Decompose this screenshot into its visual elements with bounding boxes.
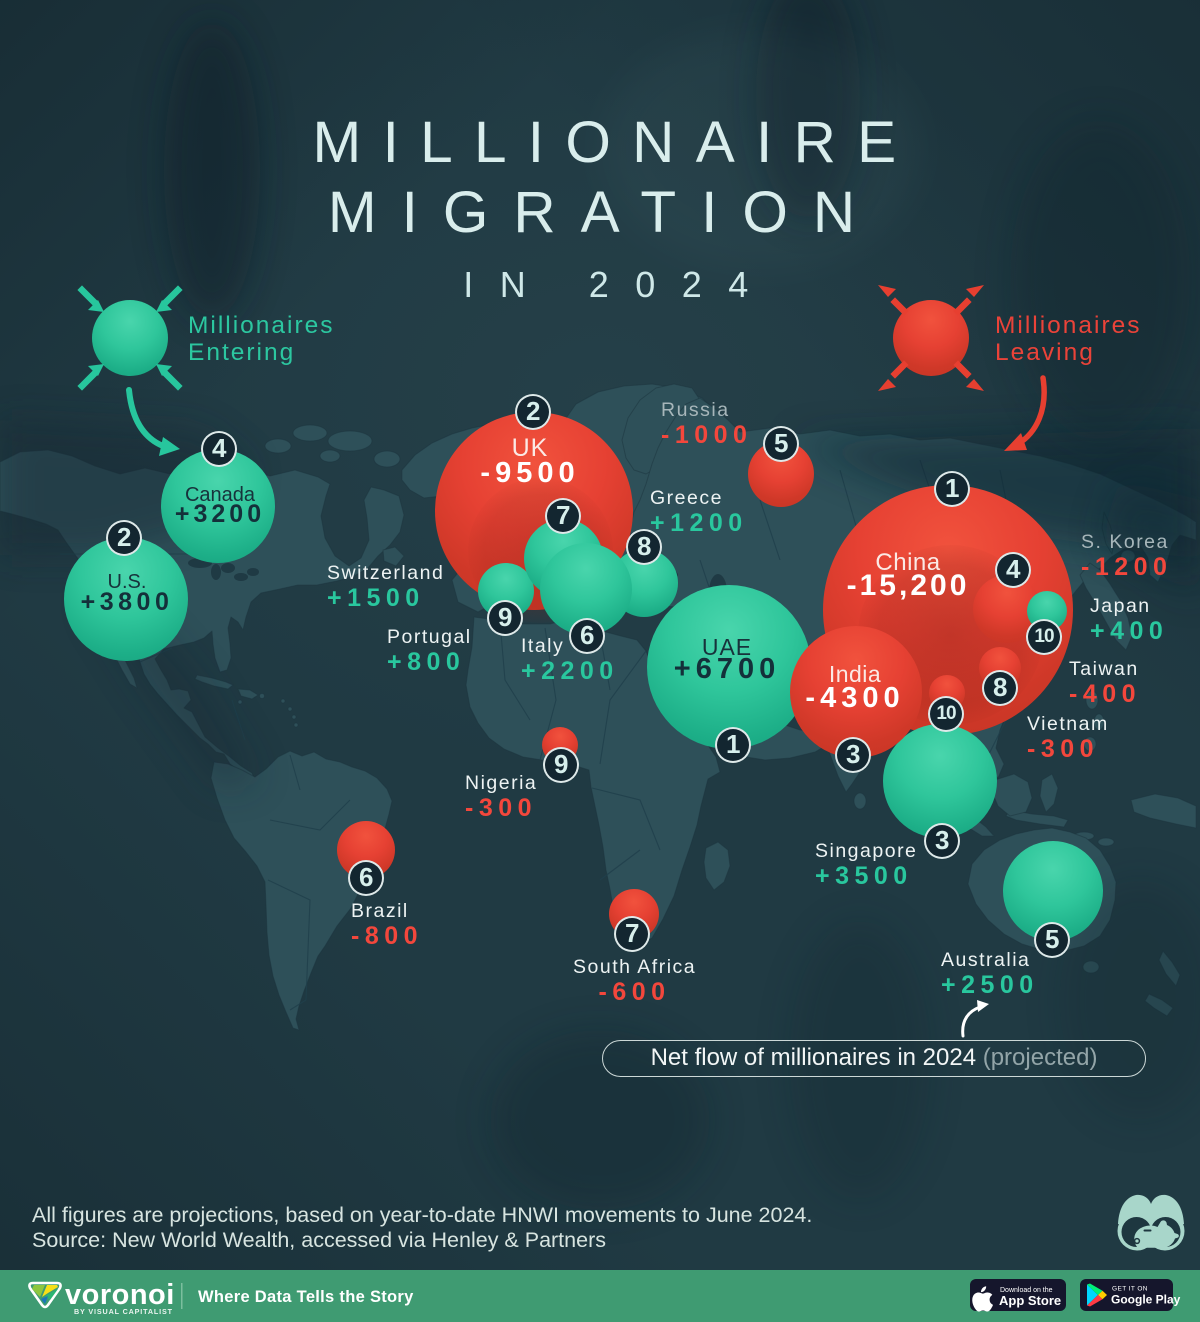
svg-text:Where Data Tells the Story: Where Data Tells the Story [198,1288,414,1306]
svg-text:BY VISUAL CAPITALIST: BY VISUAL CAPITALIST [74,1307,173,1316]
svg-text:GET IT ON: GET IT ON [1112,1286,1148,1293]
svg-text:Google Play: Google Play [1111,1293,1181,1307]
svg-text:voronoi: voronoi [65,1279,175,1311]
svg-text:Download on the: Download on the [1000,1287,1053,1294]
svg-text:App Store: App Store [999,1293,1061,1308]
